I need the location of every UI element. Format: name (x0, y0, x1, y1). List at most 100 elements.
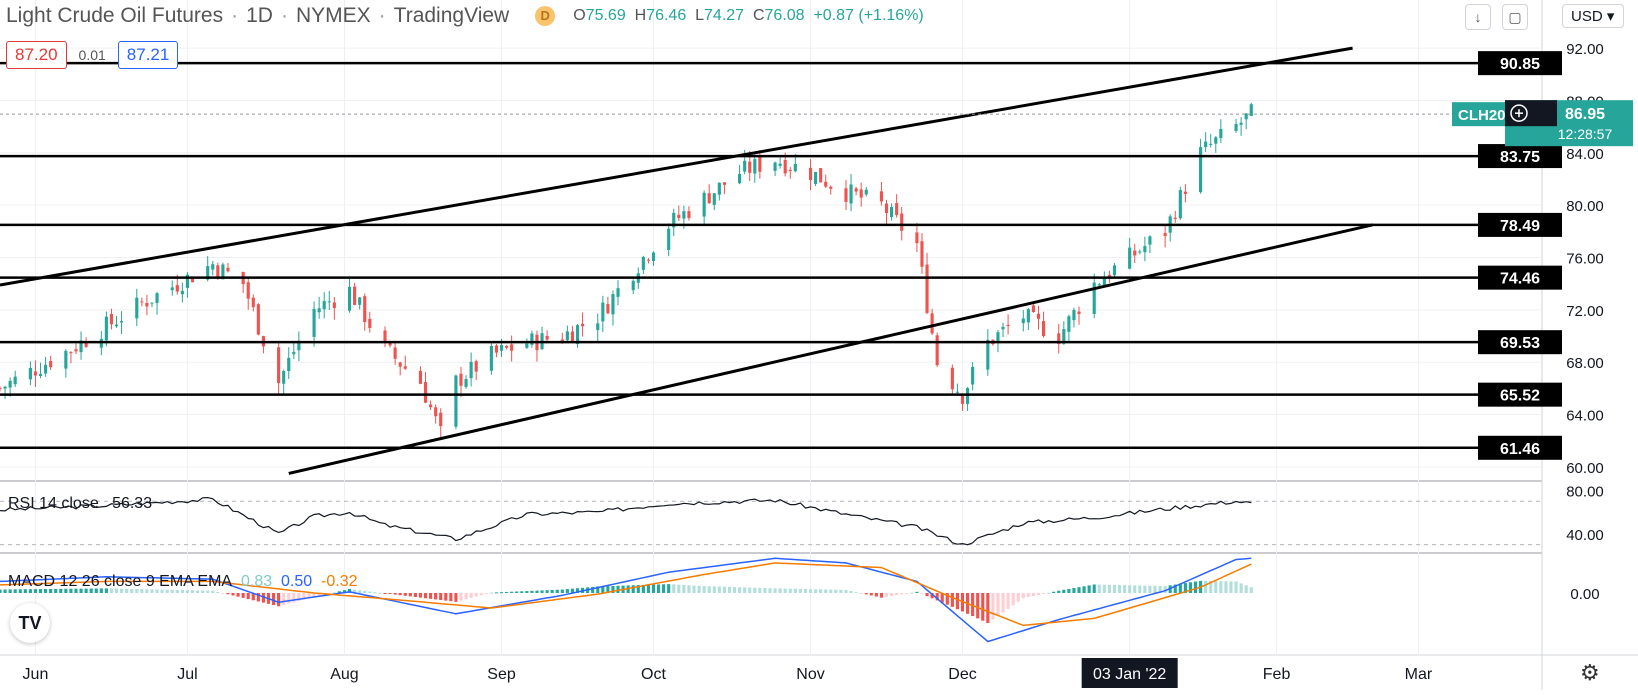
buy-price-button[interactable]: 87.21 (117, 41, 179, 69)
y-tick-label: 68.00 (1566, 355, 1604, 372)
macd-hist-bar (1229, 581, 1233, 593)
macd-hist-bar (33, 589, 38, 593)
macd-hist-bar (140, 589, 144, 593)
candle-body (895, 203, 899, 216)
macd-hist-bar (651, 584, 656, 593)
macd-hist-bar (910, 592, 914, 594)
candle-body (135, 297, 139, 319)
candle-body (347, 286, 352, 311)
x-tick-label: Nov (796, 666, 824, 683)
macd-hist-bar (180, 590, 184, 593)
macd-value: 0.50 (281, 573, 313, 590)
candle-body (114, 324, 119, 327)
macd-hist-bar (99, 588, 103, 593)
candle-body (738, 173, 742, 184)
macd-hist-bar (216, 591, 220, 593)
macd-hist-bar (256, 592, 260, 602)
fullscreen-icon[interactable]: ▢ (1502, 4, 1528, 30)
candle-body (38, 373, 43, 376)
macd-hist-bar (1077, 587, 1081, 593)
macd-hist-bar (565, 589, 569, 593)
candle-body (758, 156, 762, 172)
macd-hist-bar (743, 587, 747, 593)
currency-select[interactable]: USD ▾ (1562, 4, 1624, 28)
candle-body (109, 314, 114, 325)
macd-hist-bar (788, 588, 792, 593)
candle-body (33, 371, 38, 376)
candle-body (383, 330, 387, 343)
candle-body (1057, 333, 1061, 344)
macd-hist-bar (287, 592, 291, 604)
macd-hist-bar (38, 589, 43, 593)
candle-body (1041, 321, 1046, 337)
candle-body (783, 159, 787, 174)
macd-hist-bar (94, 588, 98, 593)
macd-legend: MACD 12 26 close 9 EMA EMA 0.83 0.50 -0.… (8, 573, 358, 591)
macd-hist-bar (1209, 581, 1213, 593)
candle-body (788, 169, 792, 171)
level-label-box (1478, 330, 1562, 355)
candle-body (884, 203, 889, 214)
rsi-line (0, 496, 1252, 546)
macd-hist-bar (1204, 580, 1208, 593)
macd-hist-bar (844, 589, 848, 593)
candle-body (13, 376, 17, 385)
tradingview-logo-icon: TV (10, 603, 50, 643)
macd-hist-bar (1031, 592, 1035, 597)
spread-value: 0.01 (78, 47, 106, 63)
macd-hist-bar (1052, 591, 1056, 593)
candle-body (358, 297, 362, 305)
candle-body (580, 323, 585, 327)
macd-hist-bar (317, 592, 321, 596)
macd-hist-bar (1153, 585, 1157, 593)
macd-hist-bar (596, 586, 600, 593)
macd-hist-bar (1163, 586, 1167, 593)
macd-hist-bar (712, 586, 716, 593)
candle-body (829, 186, 833, 189)
candle-body (393, 347, 397, 359)
macd-tick-label: 0.00 (1570, 586, 1599, 603)
macd-hist-bar (758, 587, 762, 593)
arrow-down-icon[interactable]: ↓ (1465, 4, 1491, 30)
macd-hist-bar (388, 592, 392, 594)
macd-hist-bar (393, 592, 397, 595)
change-readout: +0.87 (+1.16%) (813, 7, 924, 24)
macd-hist-bar (1036, 592, 1041, 595)
macd-label: MACD 12 26 close 9 EMA EMA (8, 573, 233, 590)
candle-body (429, 404, 433, 408)
candle-body (150, 302, 154, 304)
macd-hist-bar (986, 592, 990, 624)
macd-hist-bar (677, 584, 681, 593)
rsi-tick-label: 40.00 (1566, 527, 1604, 544)
gear-icon[interactable]: ⚙ (1580, 660, 1600, 685)
candle-body (140, 301, 144, 303)
candle-body (216, 265, 220, 277)
candle-body (64, 350, 68, 369)
macd-hist-bar (616, 585, 620, 593)
candle-body (646, 259, 650, 261)
y-tick-label: 72.00 (1566, 303, 1604, 320)
candle-body (1148, 236, 1152, 245)
candle-body (773, 162, 777, 171)
level-label: 78.49 (1500, 218, 1540, 235)
chart-title[interactable]: Light Crude Oil Futures (6, 4, 224, 27)
macd-hist-bar (829, 589, 833, 593)
macd-hist-bar (125, 588, 129, 593)
level-label-box (1478, 144, 1562, 169)
candle-body (1112, 265, 1117, 276)
interval-label[interactable]: 1D (246, 4, 273, 27)
macd-hist-bar (109, 588, 114, 593)
sell-price-button[interactable]: 87.20 (6, 41, 67, 69)
macd-hist-bar (145, 589, 149, 593)
candle-body (1097, 284, 1101, 286)
candle-body (545, 335, 549, 340)
macd-hist-bar (854, 592, 858, 594)
macd-hist-bar (672, 584, 676, 593)
candle-body (565, 331, 569, 341)
macd-hist-bar (763, 588, 767, 593)
delayed-badge[interactable]: D (535, 6, 556, 26)
macd-hist-bar (423, 592, 428, 599)
macd-hist-bar (190, 590, 195, 593)
macd-hist-bar (925, 592, 929, 597)
